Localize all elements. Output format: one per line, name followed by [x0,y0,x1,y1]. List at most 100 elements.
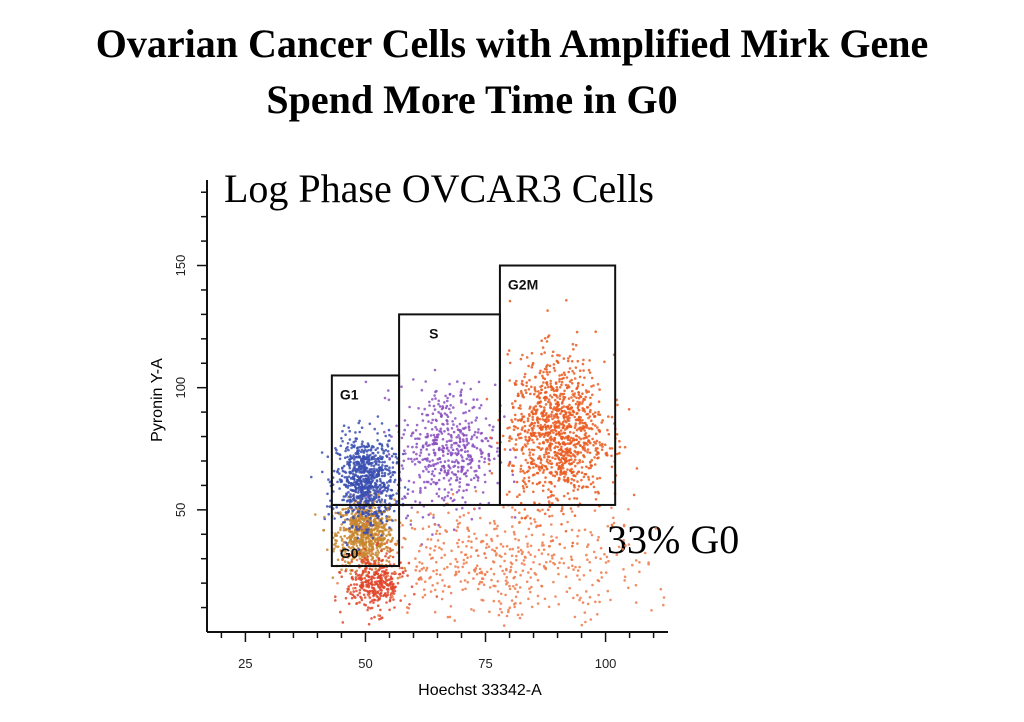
data-point [586,450,589,454]
data-point [597,413,600,416]
data-point [577,404,580,408]
data-point [420,412,424,416]
data-point [563,546,566,550]
data-point [355,482,359,485]
data-point [350,500,353,503]
data-point [554,394,557,397]
data-point [357,554,361,557]
data-point [544,386,547,390]
data-point [481,539,485,543]
data-point [476,479,480,482]
data-point [582,475,586,479]
data-point [347,545,351,549]
data-point [411,445,414,449]
data-point [550,466,553,469]
data-point [505,576,509,579]
data-point [438,573,442,577]
data-point [543,395,547,399]
data-point [457,545,460,549]
data-point [419,451,423,454]
data-point [575,412,578,416]
data-point [424,426,427,430]
data-point [360,596,363,600]
data-point [382,593,386,597]
data-point [526,431,529,434]
data-point [448,393,452,396]
data-point [450,446,453,449]
data-point [570,528,574,532]
data-point [523,517,527,520]
data-point [338,453,342,456]
data-point [429,547,432,550]
data-point [450,427,454,430]
data-point [518,436,521,440]
data-point [591,412,595,416]
data-point [587,434,591,438]
data-point [497,600,501,603]
data-point [370,546,374,550]
data-point [601,442,604,446]
data-point [418,454,422,457]
data-point [450,443,454,447]
data-point [475,573,479,576]
data-point [424,457,428,461]
data-point [358,552,362,555]
data-point [559,470,563,474]
data-point [422,566,426,570]
data-point [357,465,361,469]
data-point [455,447,459,451]
data-point [499,542,503,546]
data-point [554,441,558,445]
data-point [525,381,528,384]
data-point [442,464,445,468]
data-point [360,541,364,545]
data-point [473,433,476,437]
data-point [384,467,387,470]
data-point [536,602,540,605]
data-point [368,563,371,566]
data-point [566,520,569,524]
data-point [424,435,428,439]
data-point [598,476,602,480]
data-point [447,511,450,515]
data-point [607,432,611,436]
data-point [588,569,592,572]
data-point [522,490,526,493]
data-point [650,609,653,612]
data-point [515,554,518,558]
data-point [490,537,493,541]
data-point [436,461,440,465]
data-point [374,448,378,452]
data-point [413,463,417,466]
data-point [403,449,406,453]
data-point [340,568,343,571]
data-point [341,621,345,624]
data-point [606,428,609,432]
data-point [523,563,526,566]
data-point [606,524,610,528]
data-point [446,427,449,430]
data-point [518,493,521,497]
data-point [461,565,465,569]
data-point [544,425,548,429]
data-point [457,461,460,465]
data-point [581,383,585,387]
data-point [376,604,380,607]
data-point [587,440,591,443]
data-point [638,570,641,574]
data-point [350,560,354,563]
data-point [555,536,558,539]
data-point [443,412,447,415]
data-point [532,466,535,469]
data-point [452,442,456,445]
data-point [379,608,382,612]
data-point [374,457,378,461]
data-point [393,606,396,609]
data-point [496,524,499,528]
data-point [524,458,528,462]
data-point [565,299,568,302]
data-point [539,385,542,389]
data-point [572,479,576,482]
data-point [597,593,600,597]
